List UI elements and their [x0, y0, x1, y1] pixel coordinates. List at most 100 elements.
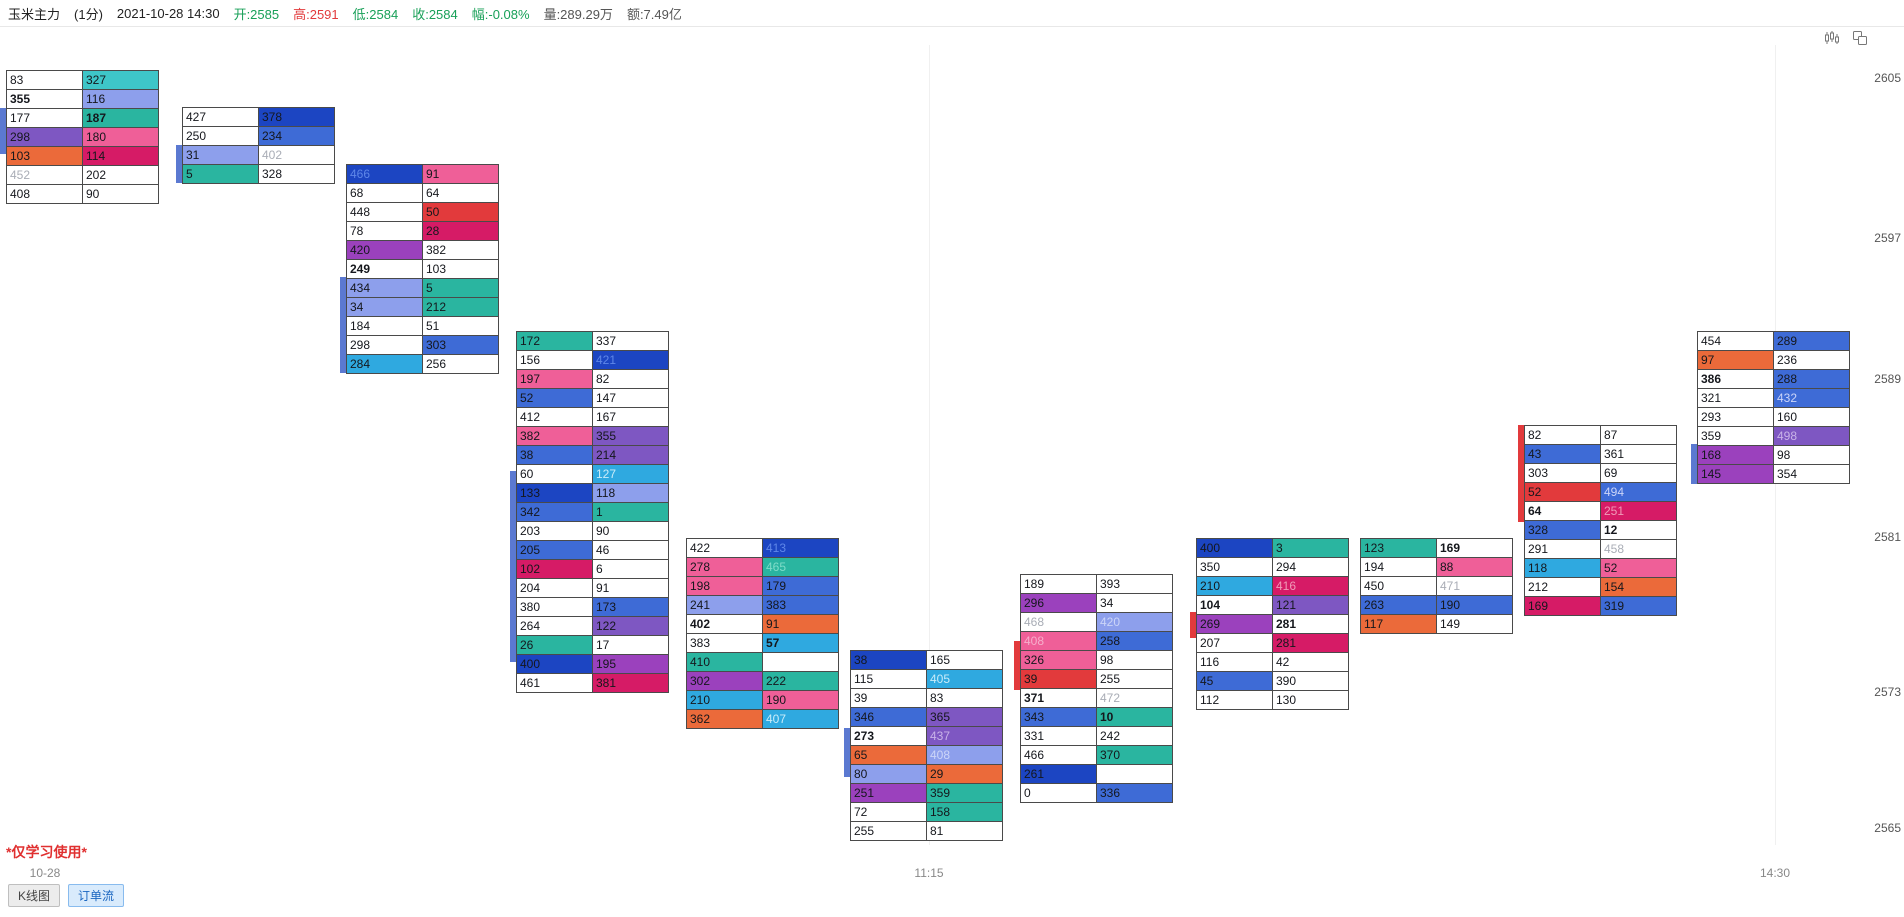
volume-cell: 39 — [850, 688, 927, 708]
footprint-bar-7: 189 393 296 34 468 420 408 258 326 98 39 255 371 472 3… — [1020, 574, 1173, 803]
price-row: 346 365 — [850, 707, 1003, 727]
volume-cell: 370 — [1096, 745, 1173, 765]
volume-cell: 172 — [516, 331, 593, 351]
volume-cell: 410 — [686, 652, 763, 672]
high-value: 高:2591 — [293, 6, 339, 22]
volume-cell: 212 — [1524, 577, 1601, 597]
volume-cell: 421 — [592, 350, 669, 370]
price-row: 427 378 — [182, 107, 335, 127]
volume-cell: 31 — [182, 145, 259, 165]
price-row: 303 69 — [1524, 463, 1677, 483]
volume-cell: 471 — [1436, 576, 1513, 596]
chart-toolbar — [1824, 30, 1868, 46]
volume-cell: 177 — [6, 108, 83, 128]
price-row: 291 458 — [1524, 539, 1677, 559]
volume-cell: 354 — [1773, 464, 1850, 484]
volume-cell: 350 — [1196, 557, 1273, 577]
price-row: 34 212 — [346, 297, 499, 317]
price-row: 38 214 — [516, 445, 669, 465]
price-row: 103 114 — [6, 146, 159, 166]
volume-cell: 359 — [926, 783, 1003, 803]
volume-cell: 380 — [516, 597, 593, 617]
volume-cell: 46 — [592, 540, 669, 560]
volume-cell: 127 — [592, 464, 669, 484]
volume-cell: 210 — [1196, 576, 1273, 596]
price-row: 207 281 — [1196, 633, 1349, 653]
price-row: 331 242 — [1020, 726, 1173, 746]
delta-bar — [1190, 612, 1196, 638]
volume-cell: 281 — [1272, 614, 1349, 634]
volume-cell: 78 — [346, 221, 423, 241]
volume-cell: 121 — [1272, 595, 1349, 615]
price-row: 448 50 — [346, 202, 499, 222]
volume-cell: 251 — [1600, 501, 1677, 521]
price-row: 210 190 — [686, 690, 839, 710]
price-row: 156 421 — [516, 350, 669, 370]
price-row: 380 173 — [516, 597, 669, 617]
volume-cell: 452 — [6, 165, 83, 185]
price-row: 80 29 — [850, 764, 1003, 784]
volume-cell: 115 — [850, 669, 927, 689]
volume-cell: 326 — [1020, 650, 1097, 670]
price-row: 296 34 — [1020, 593, 1173, 613]
tab-kline[interactable]: K线图 — [8, 884, 61, 907]
price-row: 203 90 — [516, 521, 669, 541]
price-row: 410 — [686, 652, 839, 672]
volume-cell: 294 — [1272, 557, 1349, 577]
volume-cell: 97 — [1697, 350, 1774, 370]
volume-cell: 154 — [1600, 577, 1677, 597]
delta-bar — [1691, 444, 1697, 484]
volume-cell: 112 — [1196, 690, 1273, 710]
volume-cell: 38 — [516, 445, 593, 465]
volume-cell: 405 — [926, 669, 1003, 689]
price-row: 197 82 — [516, 369, 669, 389]
volume-cell: 422 — [686, 538, 763, 558]
price-row: 468 420 — [1020, 612, 1173, 632]
volume-cell: 114 — [82, 146, 159, 166]
volume-cell: 432 — [1773, 388, 1850, 408]
volume-cell: 189 — [1020, 574, 1097, 594]
volume-cell: 28 — [422, 221, 499, 241]
volume-cell: 468 — [1020, 612, 1097, 632]
volume-cell: 133 — [516, 483, 593, 503]
volume-cell: 407 — [762, 709, 839, 729]
price-row: 408 90 — [6, 184, 159, 204]
price-row: 194 88 — [1360, 557, 1513, 577]
price-row: 452 202 — [6, 165, 159, 185]
kline-style-icon[interactable] — [1824, 30, 1840, 46]
price-row: 383 57 — [686, 633, 839, 653]
volume-cell: 194 — [1360, 557, 1437, 577]
price-row: 169 319 — [1524, 596, 1677, 616]
volume-cell: 64 — [1524, 501, 1601, 521]
volume-cell: 346 — [850, 707, 927, 727]
volume-cell: 412 — [516, 407, 593, 427]
volume-value: 量:289.29万 — [543, 6, 613, 22]
volume-cell: 328 — [1524, 520, 1601, 540]
volume-cell: 69 — [1600, 463, 1677, 483]
tab-orderflow[interactable]: 订单流 — [68, 884, 125, 907]
volume-cell: 5 — [422, 278, 499, 298]
price-row: 204 91 — [516, 578, 669, 598]
volume-cell: 466 — [1020, 745, 1097, 765]
volume-cell: 98 — [1096, 650, 1173, 670]
volume-cell: 179 — [762, 576, 839, 596]
price-row: 212 154 — [1524, 577, 1677, 597]
volume-cell: 400 — [516, 654, 593, 674]
delta-bar — [1014, 641, 1020, 690]
symbol-name: 玉米主力 — [8, 6, 61, 22]
price-row: 382 355 — [516, 426, 669, 446]
volume-cell: 203 — [516, 521, 593, 541]
price-row: 115 405 — [850, 669, 1003, 689]
price-row: 400 195 — [516, 654, 669, 674]
volume-cell: 81 — [926, 821, 1003, 841]
volume-cell: 337 — [592, 331, 669, 351]
price-row: 133 118 — [516, 483, 669, 503]
footprint-bar-9: 123 169 194 88 450 471 263 190 117 149 — [1360, 538, 1513, 634]
price-row: 466 91 — [346, 164, 499, 184]
price-row: 43 361 — [1524, 444, 1677, 464]
panel-layout-icon[interactable] — [1852, 30, 1868, 46]
price-row: 328 12 — [1524, 520, 1677, 540]
footprint-bar-4: 172 337 156 421 197 82 52 147 412 167 382 355 38 214 6… — [516, 331, 669, 693]
price-row: 420 382 — [346, 240, 499, 260]
